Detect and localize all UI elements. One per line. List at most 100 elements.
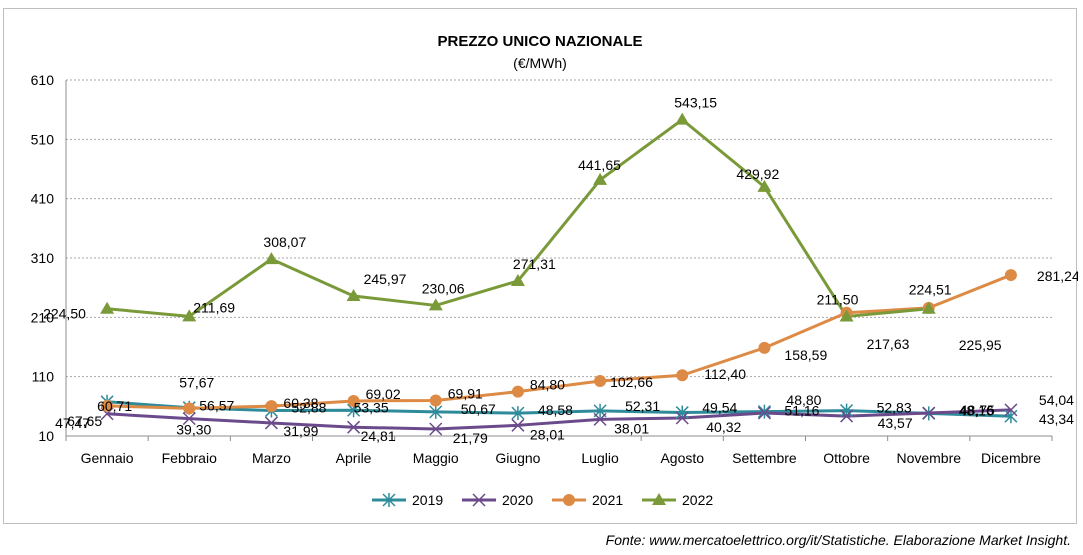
data-point-2020	[675, 411, 689, 425]
series-line-2020	[106, 408, 1011, 431]
data-label-2020: 24,81	[361, 428, 396, 444]
x-tick-label: Settembre	[732, 450, 797, 466]
data-label-2022: 224,51	[909, 282, 952, 298]
data-label-2022: 429,92	[736, 166, 779, 182]
chart-title: PREZZO UNICO NAZIONALE	[438, 33, 643, 50]
data-label-2019: 43,34	[1039, 411, 1074, 427]
data-label-2019: 48,58	[538, 402, 573, 418]
data-labels: 67,65 57,67 52,88 53,35 50,67 48,58 52,31 49,54…	[43, 95, 1078, 446]
data-point-2021	[183, 402, 196, 415]
data-point-2020	[347, 420, 361, 434]
data-point-2020	[840, 409, 854, 423]
data-label-2022: 543,15	[674, 95, 717, 111]
data-label-2020: 48,80	[786, 392, 821, 408]
data-label-2021: 225,95	[959, 337, 1002, 353]
x-tick-label: Dicembre	[981, 450, 1041, 466]
data-label-2021: 281,24	[1037, 268, 1078, 284]
legend-label-2022: 2022	[682, 492, 713, 508]
data-label-2020: 40,32	[706, 419, 741, 435]
data-point-2021	[758, 341, 771, 354]
data-point-2019	[1004, 409, 1018, 424]
y-tick-label: 410	[31, 191, 55, 207]
legend-label-2020: 2020	[502, 492, 533, 508]
y-tick-label: 10	[38, 428, 54, 444]
data-label-2019: 57,67	[179, 375, 214, 391]
data-label-2022: 245,97	[364, 271, 407, 287]
data-label-2022: 441,65	[578, 157, 621, 173]
x-tick-label: Marzo	[252, 450, 291, 466]
legend-marker-2021	[563, 494, 575, 506]
data-label-2021: 112,40	[704, 366, 746, 382]
legend: 2019 2020 2021 2022	[372, 492, 713, 508]
data-point-2019	[757, 404, 771, 419]
x-tick-label: Aprile	[336, 450, 372, 466]
data-label-2019: 53,35	[354, 399, 389, 415]
y-tick-label: 510	[31, 131, 55, 147]
data-label-2019: 49,54	[702, 400, 737, 416]
y-tick-label: 310	[31, 250, 55, 266]
data-label-2019: 67,65	[67, 413, 102, 429]
data-point-2021	[594, 375, 607, 388]
data-point-2020	[757, 406, 771, 420]
x-axis: Gennaio Febbraio Marzo Aprile Maggio Giugno Lu…	[65, 436, 1053, 466]
data-point-2020	[511, 418, 525, 432]
source-note: Fonte: www.mercatoelettrico.org/it/Stati…	[605, 532, 1071, 548]
data-label-2021: 56,57	[199, 397, 234, 413]
data-point-2022	[757, 179, 772, 192]
data-label-2021: 102,66	[610, 374, 653, 390]
data-point-2019	[429, 404, 443, 419]
legend-marker-2022	[652, 493, 666, 505]
data-point-2020	[593, 412, 607, 426]
y-axis: 10 110 210 310 410 510 610	[31, 72, 55, 444]
data-label-2021: 60,38	[283, 395, 318, 411]
data-label-2019: 50,67	[461, 401, 496, 417]
line-chart: PREZZO UNICO NAZIONALE (€/MWh) 10 110 210 3…	[31, 33, 1078, 508]
data-label-2022: 211,69	[193, 299, 235, 315]
x-tick-label: Maggio	[413, 450, 459, 466]
y-tick-label: 610	[31, 72, 55, 88]
data-label-2020: 47,47	[55, 415, 90, 431]
data-point-2021	[511, 385, 524, 398]
data-label-2022: 271,31	[513, 256, 556, 272]
data-point-2022	[593, 172, 608, 185]
data-point-2022	[510, 273, 525, 286]
data-label-2021: 60,71	[97, 398, 132, 414]
data-label-2019: 52,88	[291, 400, 326, 416]
y-tick-label: 210	[31, 309, 55, 325]
grid	[65, 79, 1052, 437]
data-point-2019	[511, 406, 525, 421]
series-lines	[106, 118, 1012, 431]
series-line-2021	[107, 273, 1012, 410]
x-tick-label: Luglio	[581, 450, 619, 466]
data-label-2020: 38,01	[614, 420, 649, 436]
data-label-2022: 224,50	[43, 306, 86, 322]
data-point-2021	[347, 394, 360, 407]
chart-subtitle: (€/MWh)	[513, 55, 567, 71]
data-point-2022	[100, 301, 115, 314]
y-tick-label: 110	[32, 369, 55, 385]
data-label-2021: 69,91	[448, 385, 483, 401]
legend-label-2019: 2019	[412, 492, 443, 508]
x-tick-label: Gennaio	[81, 450, 134, 466]
data-label-2022: 230,06	[422, 280, 465, 296]
data-label-2020: 31,99	[283, 423, 318, 439]
data-point-2020	[182, 412, 196, 426]
data-point-2022	[428, 298, 443, 311]
data-point-2021	[676, 369, 689, 382]
data-label-2019: 52,31	[625, 398, 660, 414]
series-markers	[100, 112, 1018, 436]
data-point-2021	[1004, 269, 1017, 282]
data-point-2020	[429, 422, 443, 436]
data-label-2021: 158,59	[784, 347, 827, 363]
chart-frame: PREZZO UNICO NAZIONALE (€/MWh) 10 110 210 3…	[3, 8, 1078, 524]
data-label-2021: 84,80	[530, 377, 565, 393]
data-point-2021	[265, 400, 278, 413]
data-label-2020: 39,30	[176, 422, 211, 438]
data-point-2022	[839, 309, 854, 322]
data-label-2021: 69,02	[366, 386, 401, 402]
data-point-2022	[921, 301, 936, 314]
data-label-2019: 51,16	[784, 403, 819, 419]
data-point-2020	[922, 406, 936, 420]
data-label-2019: 48,16	[959, 402, 994, 418]
x-tick-label: Ottobre	[823, 450, 870, 466]
